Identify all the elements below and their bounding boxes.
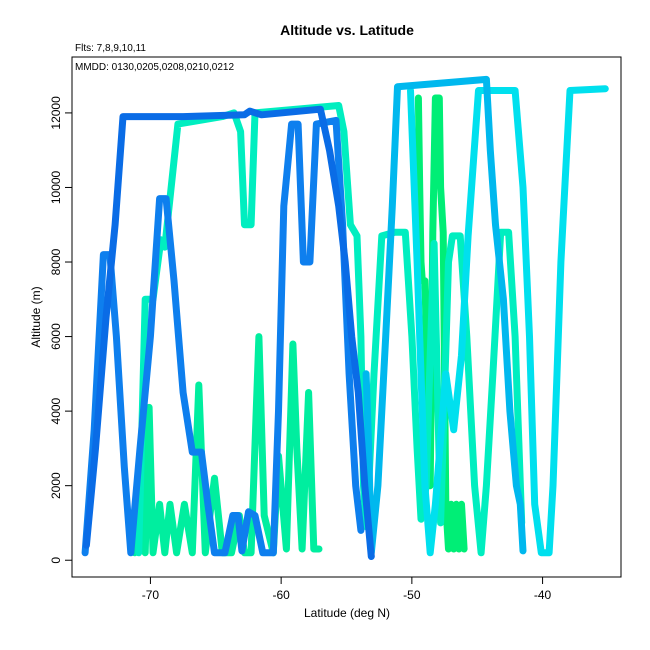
y-tick-label: 0 xyxy=(49,557,63,564)
y-tick-label: 6000 xyxy=(49,323,63,350)
y-axis: 0 2000 4000 6000 8000 10000 12000 xyxy=(49,96,73,564)
series-line-6 xyxy=(81,116,365,557)
x-tick-label: -50 xyxy=(403,588,421,602)
y-tick-label: 10000 xyxy=(49,170,63,204)
series-line-5 xyxy=(362,75,527,557)
y-tick-label: 2000 xyxy=(49,472,63,499)
y-axis-label: Altitude (m) xyxy=(29,286,43,347)
y-tick-label: 8000 xyxy=(49,248,63,275)
series-line-1 xyxy=(414,94,468,553)
x-axis: -70 -60 -50 -40 xyxy=(142,576,552,602)
series-line-7 xyxy=(82,105,375,560)
x-tick-label: -60 xyxy=(272,588,290,602)
mmdd-note: MMDD: 0130,0205,0208,0210,0212 xyxy=(75,62,234,73)
x-tick-label: -40 xyxy=(534,588,552,602)
flights-note: Flts: 7,8,9,10,11 xyxy=(75,43,146,54)
series-line-4 xyxy=(407,85,609,557)
chart-title: Altitude vs. Latitude xyxy=(280,22,414,38)
x-axis-label: Latitude (deg N) xyxy=(304,606,390,620)
y-tick-label: 12000 xyxy=(49,96,63,130)
series-line-2 xyxy=(131,333,323,557)
series-layer xyxy=(81,75,609,560)
x-tick-label: -70 xyxy=(142,588,160,602)
y-tick-label: 4000 xyxy=(49,397,63,424)
